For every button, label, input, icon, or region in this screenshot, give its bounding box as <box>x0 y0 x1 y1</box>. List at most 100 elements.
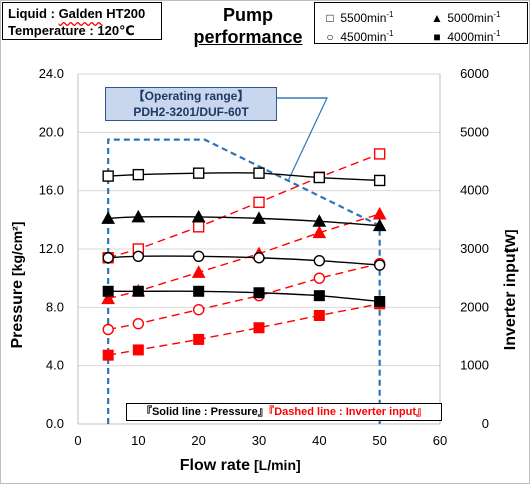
liquid-row: Liquid : Galden HT200 <box>8 5 156 22</box>
x-tick-label: 0 <box>74 433 81 448</box>
pressure-series-50001 <box>101 209 387 232</box>
y2-axis-unit: [W] <box>502 229 518 252</box>
open-circle-marker <box>192 250 205 262</box>
liquid-grade: HT200 <box>102 6 146 21</box>
y-tick-label: 0.0 <box>46 416 64 431</box>
temperature-label: Temperature <box>8 23 86 38</box>
y-axis-title: Pressure <box>9 280 26 349</box>
open-circle-icon: ○ <box>326 30 334 44</box>
filled-square-marker <box>132 285 144 297</box>
open-square-marker <box>132 168 145 181</box>
legend-unit: -1 <box>493 10 501 19</box>
y2-tick-label: 1000 <box>460 358 489 373</box>
filled-triangle-marker <box>312 225 327 239</box>
y-tick-label: 20.0 <box>39 124 64 139</box>
filled-square-marker <box>313 310 325 321</box>
legend-item-5000: ▲ 5000min-1 <box>430 8 501 25</box>
operating-range-model: PDH2-3201/DUF-60T <box>133 105 249 119</box>
open-square-icon: □ <box>326 11 334 25</box>
y2-tick-label: 2000 <box>460 299 489 314</box>
y2-tick-label: 5000 <box>460 124 489 139</box>
pressure-curve <box>108 172 380 182</box>
filled-square-marker <box>102 285 114 297</box>
operating-range-layer <box>107 97 381 424</box>
open-circle-marker <box>192 303 205 316</box>
inverter-line <box>108 262 380 331</box>
y-tick-label: 24.0 <box>39 66 64 81</box>
temperature-separator: : <box>85 23 98 38</box>
open-circle-marker <box>132 317 145 330</box>
legend-label: 4000min <box>447 30 494 44</box>
open-square-marker <box>253 196 265 209</box>
filled-square-marker <box>193 333 205 345</box>
filled-triangle-marker <box>191 209 206 223</box>
tick-layer: 0.0 4.0 8.0 12.0 16.0 20.0 24.0 0 1000 2000 3000 40… <box>39 66 489 448</box>
open-square-marker <box>102 170 114 182</box>
filled-square-marker <box>132 344 144 356</box>
filled-square-marker <box>253 322 265 334</box>
title-line-1: Pump <box>222 5 273 25</box>
dashed-line-note: 『Dashed line : Inverter input』 <box>268 406 428 418</box>
line-style-note: 『Solid line : Pressure』『Dashed line : In… <box>126 403 442 421</box>
open-square-marker <box>313 171 326 184</box>
inverter-series-45001 <box>102 257 386 336</box>
open-circle-marker <box>132 250 145 262</box>
y2-tick-label: 3000 <box>460 241 489 256</box>
legend-item-5500: □ 5500min-1 <box>323 8 394 25</box>
filled-triangle-marker <box>252 211 266 224</box>
inverter-series-55001 <box>102 148 386 264</box>
filled-triangle-marker <box>191 265 206 278</box>
open-circle-marker <box>102 323 114 336</box>
legend-item-4000: ■ 4000min-1 <box>430 27 501 44</box>
pressure-series-45001 <box>102 250 386 271</box>
legend-label: 5000min <box>447 11 494 25</box>
title-line-2: performance <box>193 27 303 47</box>
x-tick-label: 10 <box>131 433 145 448</box>
x-tick-label: 50 <box>372 433 386 448</box>
filled-square-marker <box>374 296 386 307</box>
open-square-marker <box>192 221 205 233</box>
filled-triangle-marker <box>101 291 116 305</box>
y2-axis-title: Inverter input <box>502 247 519 350</box>
x-tick-label: 30 <box>252 433 266 448</box>
x-tick-label: 20 <box>191 433 205 448</box>
legend: □ 5500min-1 ▲ 5000min-1 ○ 4500min-1 ■ 40… <box>314 2 528 44</box>
pressure-curve <box>108 255 380 266</box>
liquid-separator: : <box>47 6 59 21</box>
filled-square-marker <box>102 349 114 361</box>
filled-triangle-marker <box>101 211 116 224</box>
solid-line-note: 『Solid line : Pressure』 <box>140 406 269 418</box>
filled-triangle-marker <box>372 218 387 232</box>
y2-tick-label: 0 <box>482 416 489 431</box>
open-square-marker <box>373 148 386 160</box>
pressure-series-55001 <box>102 167 386 187</box>
legend-item-4500: ○ 4500min-1 <box>323 27 394 44</box>
open-circle-marker <box>253 252 265 264</box>
filled-square-marker <box>313 290 325 302</box>
pressure-series-40001 <box>102 285 386 307</box>
filled-triangle-marker <box>312 214 327 227</box>
callout-leader <box>277 97 328 182</box>
y2-tick-label: 4000 <box>460 183 489 198</box>
operating-range-boundary <box>107 138 381 424</box>
x-tick-label: 60 <box>433 433 447 448</box>
y-tick-label: 16.0 <box>39 183 64 198</box>
filled-square-marker <box>193 285 205 297</box>
y-tick-label: 4.0 <box>46 358 64 373</box>
pressure-curve <box>108 290 380 303</box>
open-circle-marker <box>313 254 326 267</box>
filled-triangle-marker <box>372 206 387 220</box>
legend-unit: -1 <box>386 29 394 38</box>
liquid-name: Galden <box>58 6 103 21</box>
legend-unit: -1 <box>493 29 501 38</box>
operating-range-callout: 【Operating range】 PDH2-3201/DUF-60T <box>105 87 277 121</box>
filled-triangle-marker <box>131 209 146 223</box>
filled-square-marker <box>253 287 265 299</box>
y2-tick-label: 6000 <box>460 66 489 81</box>
inverter-series-40001 <box>102 298 386 361</box>
series-layer <box>101 148 387 361</box>
legend-unit: -1 <box>386 10 394 19</box>
y-tick-label: 8.0 <box>46 299 64 314</box>
y-axis-unit: [kg/cm²] <box>9 222 25 276</box>
pressure-curve <box>108 216 380 227</box>
